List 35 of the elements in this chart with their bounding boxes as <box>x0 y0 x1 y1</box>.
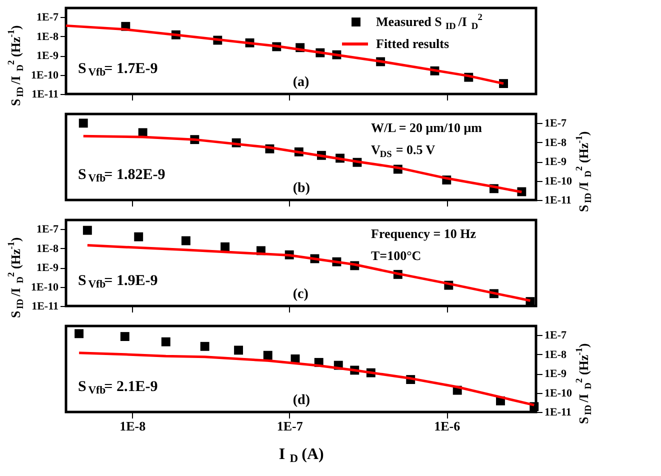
y-tick-label: 1E-7 <box>544 330 567 342</box>
y-axis-title: SID/ID2 (Hz-1) <box>7 25 26 106</box>
x-tick-label: 1E-7 <box>276 418 304 434</box>
y-tick-label: 1E-11 <box>544 406 572 418</box>
y-tick-label: 1E-9 <box>36 262 59 274</box>
legend-label: Fitted results <box>376 36 450 51</box>
y-tick-label: 1E-8 <box>36 242 59 255</box>
annotation: W/L = 20 μm/10 μm <box>371 120 482 135</box>
annotation: Frequency = 10 Hz <box>371 226 476 241</box>
y-axis-title: SID/ID2 (Hz-1) <box>575 343 594 424</box>
annotation: (b) <box>292 181 310 196</box>
y-tick-label: 1E-10 <box>544 387 572 400</box>
y-tick-label: 1E-7 <box>36 12 59 24</box>
y-tick-label: 1E-8 <box>544 348 567 361</box>
y-tick-label: 1E-9 <box>36 50 59 62</box>
annotation: (c) <box>292 287 309 302</box>
y-tick-label: 1E-8 <box>36 30 59 43</box>
y-axis-title: SID/ID2 (Hz-1) <box>7 237 26 318</box>
annotation: T=100°C <box>371 248 422 263</box>
y-tick-label: 1E-11 <box>32 300 58 312</box>
x-tick-label: 1E-8 <box>120 418 146 434</box>
y-tick-label: 1E-10 <box>544 175 572 188</box>
y-tick-label: 1E-11 <box>32 88 58 100</box>
annotation: (d) <box>292 393 310 408</box>
y-tick-label: 1E-9 <box>544 156 567 168</box>
y-tick-label: 1E-9 <box>544 368 567 380</box>
y-tick-label: 1E-11 <box>544 194 572 206</box>
y-tick-label: 1E-7 <box>544 118 567 130</box>
y-tick-label: 1E-7 <box>36 224 59 236</box>
y-axis-title: SID/ID2 (Hz-1) <box>575 131 594 212</box>
annotation: (a) <box>292 75 310 90</box>
y-tick-label: 1E-10 <box>31 281 59 294</box>
x-tick-label: 1E-6 <box>434 418 461 434</box>
y-tick-label: 1E-10 <box>31 69 59 82</box>
y-tick-label: 1E-8 <box>544 136 567 149</box>
